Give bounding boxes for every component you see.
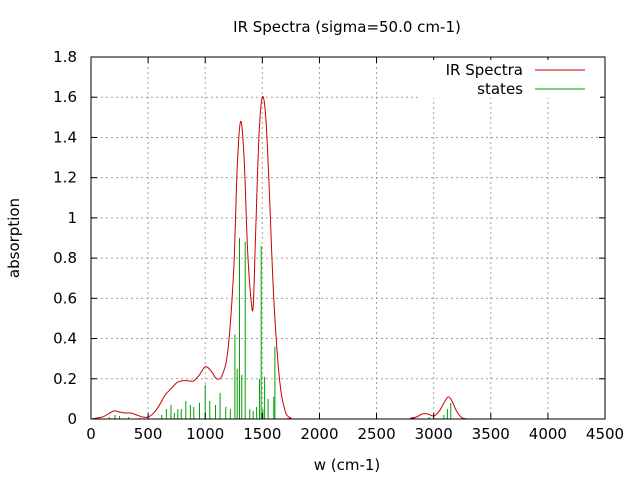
- y-axis-title: absorption: [5, 198, 23, 278]
- y-tick-label: 0: [67, 410, 77, 428]
- y-tick-label: 1.8: [53, 48, 77, 66]
- y-tick-label: 0.8: [53, 249, 77, 267]
- x-tick-label: 3000: [415, 425, 453, 443]
- legend-label-states: states: [477, 80, 523, 98]
- x-tick-label: 2000: [300, 425, 338, 443]
- x-tick-label: 3500: [472, 425, 510, 443]
- y-tick-label: 0.2: [53, 370, 77, 388]
- legend-label-ir-spectra: IR Spectra: [446, 61, 523, 79]
- tick-labels: 0 500 1000 1500 2000 2500 3000 3500 4000 4500 0 0.2…: [53, 48, 624, 443]
- plot-frame: [90, 56, 606, 420]
- x-tick-label: 1000: [186, 425, 224, 443]
- y-tick-label: 1.2: [53, 169, 77, 187]
- grid: [91, 57, 605, 419]
- legend: IR Spectra states: [420, 60, 600, 98]
- x-tick-label: 1500: [243, 425, 281, 443]
- ticks: [90, 56, 606, 420]
- x-axis-title: w (cm-1): [314, 456, 381, 474]
- y-tick-label: 0.4: [53, 330, 77, 348]
- legend-background: [420, 60, 600, 98]
- x-tick-label: 0: [86, 425, 96, 443]
- y-tick-label: 1: [67, 209, 77, 227]
- x-tick-label: 2500: [357, 425, 395, 443]
- y-tick-label: 1.6: [53, 88, 77, 106]
- x-tick-label: 4500: [586, 425, 624, 443]
- x-tick-label: 500: [134, 425, 163, 443]
- y-tick-label: 1.4: [53, 128, 77, 146]
- y-tick-label: 0.6: [53, 289, 77, 307]
- x-tick-label: 4000: [529, 425, 567, 443]
- chart-title: IR Spectra (sigma=50.0 cm-1): [233, 18, 461, 36]
